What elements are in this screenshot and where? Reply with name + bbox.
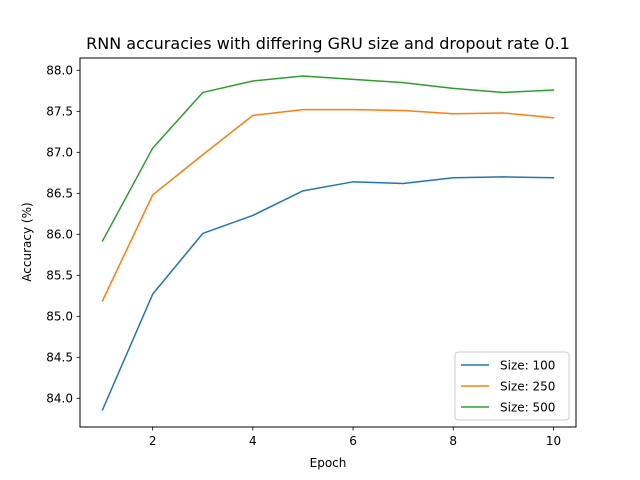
y-axis-ticks: 84.0 84.5 85.0 85.5 86.0 86.5 87.0 87.5 88.0	[46, 63, 80, 405]
y-tick-label: 87.0	[46, 145, 73, 159]
y-tick-label: 88.0	[46, 63, 73, 77]
legend: Size: 100 Size: 250 Size: 500	[454, 351, 570, 421]
chart-title: RNN accuracies with differing GRU size a…	[86, 34, 570, 53]
y-tick-label: 84.5	[46, 350, 73, 364]
x-tick-label: 6	[349, 434, 357, 448]
y-tick-label: 86.0	[46, 227, 73, 241]
y-tick-label: 84.0	[46, 391, 73, 405]
legend-label: Size: 250	[500, 380, 555, 394]
series-line-1	[101, 108, 555, 302]
x-tick-label: 10	[546, 434, 561, 448]
legend-label: Size: 500	[500, 401, 555, 415]
plot-lines	[101, 75, 555, 411]
legend-label: Size: 100	[500, 359, 555, 373]
y-tick-label: 86.5	[46, 186, 73, 200]
series-line-2	[101, 75, 555, 242]
series-line-0	[101, 176, 555, 411]
x-tick-label: 4	[249, 434, 257, 448]
x-tick-label: 8	[449, 434, 457, 448]
x-axis-ticks: 2 4 6 8 10	[149, 427, 561, 448]
legend-box	[454, 351, 570, 421]
x-axis-label: Epoch	[310, 456, 347, 470]
plot-frame	[79, 57, 577, 428]
y-tick-label: 87.5	[46, 104, 73, 118]
y-tick-label: 85.5	[46, 268, 73, 282]
y-tick-label: 85.0	[46, 309, 73, 323]
x-tick-label: 2	[149, 434, 157, 448]
y-axis-label: Accuracy (%)	[20, 202, 34, 281]
